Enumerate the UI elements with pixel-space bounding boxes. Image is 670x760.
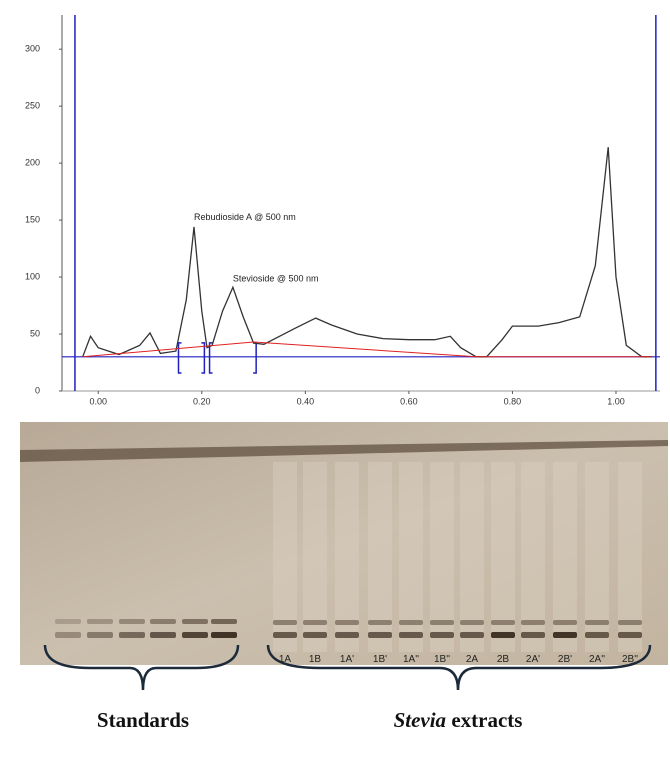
lane-label: 2B bbox=[497, 654, 510, 665]
band bbox=[211, 619, 237, 624]
band bbox=[150, 619, 176, 624]
band bbox=[585, 620, 609, 625]
band bbox=[182, 619, 208, 624]
band bbox=[87, 632, 113, 638]
band bbox=[618, 632, 642, 638]
band bbox=[430, 632, 454, 638]
band bbox=[618, 620, 642, 625]
band bbox=[585, 632, 609, 638]
y-tick-label: 100 bbox=[25, 271, 40, 281]
band bbox=[335, 632, 359, 638]
series-line bbox=[82, 341, 653, 358]
band bbox=[150, 632, 176, 638]
y-tick-label: 50 bbox=[30, 328, 40, 338]
x-tick-label: 1.00 bbox=[607, 396, 625, 406]
solvent-front bbox=[20, 440, 668, 462]
band bbox=[553, 620, 577, 625]
band bbox=[368, 632, 392, 638]
band bbox=[521, 632, 545, 638]
x-tick-label: 0.40 bbox=[297, 396, 315, 406]
lane-label: 1A bbox=[279, 654, 292, 665]
y-tick-label: 200 bbox=[25, 157, 40, 167]
band bbox=[460, 620, 484, 625]
integration-bracket bbox=[177, 342, 206, 374]
lane-label: 2B' bbox=[558, 654, 572, 665]
band bbox=[491, 632, 515, 638]
band bbox=[182, 632, 208, 638]
band bbox=[460, 632, 484, 638]
band bbox=[335, 620, 359, 625]
series-line bbox=[82, 147, 653, 358]
lane-label: 1B'' bbox=[434, 654, 450, 665]
y-tick-label: 0 bbox=[35, 385, 40, 395]
band bbox=[87, 619, 113, 624]
x-tick-label: 0.20 bbox=[193, 396, 211, 406]
band bbox=[368, 620, 392, 625]
standards-label: Standards bbox=[97, 708, 189, 732]
band bbox=[303, 620, 327, 625]
y-tick-label: 250 bbox=[25, 101, 40, 111]
brace bbox=[43, 644, 240, 691]
band bbox=[211, 632, 237, 638]
lane-label: 1A' bbox=[340, 654, 354, 665]
band bbox=[491, 620, 515, 625]
band bbox=[119, 619, 145, 624]
lane-label: 1A'' bbox=[403, 654, 419, 665]
band bbox=[303, 632, 327, 638]
band bbox=[430, 620, 454, 625]
integration-bracket bbox=[208, 342, 257, 374]
band bbox=[119, 632, 145, 638]
y-tick-label: 150 bbox=[25, 214, 40, 224]
lane-label: 1B bbox=[309, 654, 322, 665]
lane-label: 2B'' bbox=[622, 654, 638, 665]
band bbox=[273, 632, 297, 638]
lane-label: 2A'' bbox=[589, 654, 605, 665]
extracts-label: Stevia extracts bbox=[394, 708, 523, 732]
band bbox=[399, 632, 423, 638]
lane-label: 2A' bbox=[526, 654, 540, 665]
lane-label: 1B' bbox=[373, 654, 387, 665]
extracts-rest: extracts bbox=[446, 708, 522, 732]
band bbox=[553, 632, 577, 638]
annotation: Stevioside @ 500 nm bbox=[233, 274, 319, 284]
band bbox=[55, 632, 81, 638]
extracts-italic: Stevia bbox=[394, 708, 447, 732]
y-tick-label: 300 bbox=[25, 44, 40, 54]
band bbox=[399, 620, 423, 625]
brace bbox=[266, 644, 652, 691]
band bbox=[55, 619, 81, 624]
band bbox=[521, 620, 545, 625]
x-tick-label: 0.80 bbox=[504, 396, 522, 406]
x-tick-label: 0.60 bbox=[400, 396, 418, 406]
lane-label: 2A bbox=[466, 654, 479, 665]
annotation: Rebudioside A @ 500 nm bbox=[194, 212, 296, 222]
band bbox=[273, 620, 297, 625]
x-tick-label: 0.00 bbox=[89, 396, 107, 406]
